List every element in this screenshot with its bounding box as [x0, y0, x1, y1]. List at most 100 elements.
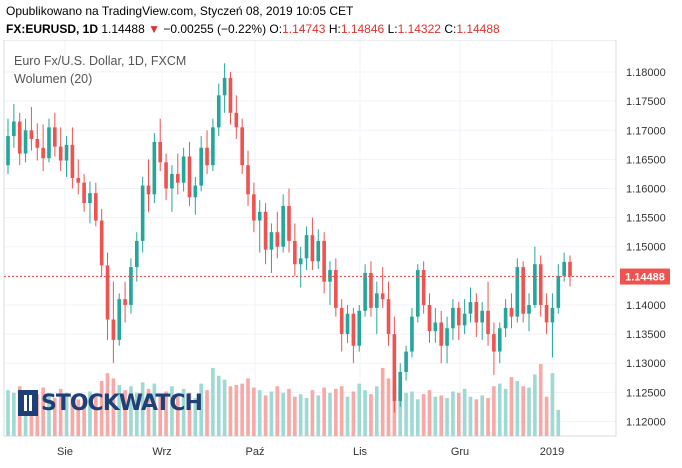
volume-bar: [410, 391, 414, 436]
candle-body: [257, 211, 262, 221]
candle: [293, 223, 297, 276]
candle-body: [205, 147, 209, 166]
candle-body: [421, 270, 426, 305]
price-chart[interactable]: 1.18000 1.17500 1.17000 1.16500 1.16000 1.155…: [0, 40, 682, 468]
volume-bar: [12, 392, 16, 436]
candle: [6, 118, 10, 174]
volume-bar: [386, 378, 391, 436]
time-axis[interactable]: Sie Wrz Paź Lis Gru 2019: [57, 446, 564, 458]
candle-body: [345, 313, 350, 335]
candle: [111, 281, 116, 364]
candle: [35, 123, 40, 161]
candle: [398, 363, 403, 407]
candle-body: [58, 146, 63, 161]
price-tick-label: 1.16000: [626, 184, 666, 196]
candle: [240, 118, 244, 174]
candle-body: [275, 232, 280, 247]
candle-body: [310, 235, 315, 262]
candle: [304, 226, 309, 271]
candle: [199, 136, 204, 192]
volume-bar: [287, 388, 291, 436]
price-tick-label: 1.17000: [626, 125, 666, 137]
volume-bar: [134, 392, 139, 436]
price-tick-label: 1.15500: [626, 213, 666, 225]
candle-body: [222, 77, 227, 96]
candle: [404, 345, 408, 381]
candle: [345, 304, 350, 343]
candle-body: [269, 232, 274, 250]
candle-body: [468, 302, 473, 314]
candle-body: [134, 240, 139, 268]
candle-body: [410, 316, 414, 352]
volume-bar: [533, 374, 537, 436]
candle-body: [181, 156, 186, 183]
candle: [474, 293, 479, 337]
price-axis[interactable]: 1.18000 1.17500 1.17000 1.16500 1.16000 1.155…: [626, 67, 666, 428]
volume-bars: [6, 364, 561, 436]
candle-body: [158, 141, 163, 163]
candle: [275, 211, 280, 259]
open-label: O:: [269, 22, 283, 36]
candle-body: [99, 220, 104, 266]
candle: [29, 106, 34, 151]
ohlc-header: FX:EURUSD, 1D 1.14488 ▼ −0.00255 (−0.22%…: [6, 22, 500, 36]
volume-bar: [199, 383, 204, 436]
volume-bar: [70, 396, 75, 436]
candle-body: [246, 165, 250, 195]
candle-body: [216, 95, 221, 128]
close-value: 1.14488: [456, 22, 500, 36]
candle: [146, 159, 151, 212]
candle: [187, 141, 192, 206]
candle: [445, 316, 449, 364]
candle-body: [322, 240, 326, 282]
stockwatch-logo-text: STOCKWATCH: [41, 390, 203, 416]
volume-bar: [310, 390, 315, 436]
candle-body: [123, 299, 127, 305]
price-tick-label: 1.18000: [626, 67, 666, 79]
time-tick-label: Wrz: [152, 446, 171, 458]
candle: [538, 255, 543, 317]
candle-body: [35, 139, 40, 148]
candle-body: [521, 267, 525, 314]
volume-bar: [140, 382, 145, 436]
candle-body: [392, 334, 397, 402]
candle: [322, 232, 326, 294]
volume-bar: [351, 391, 356, 436]
volume-bar: [298, 394, 303, 436]
candle-body: [492, 334, 496, 352]
candle-body: [304, 235, 309, 259]
last-price: 1.14488: [101, 22, 145, 36]
candle: [134, 232, 139, 282]
current-price-badge-bg: [620, 268, 670, 285]
volume-bar: [474, 399, 479, 436]
price-tick-label: 1.12500: [626, 387, 666, 399]
volume-bar: [82, 395, 86, 436]
candle-body: [17, 121, 22, 154]
candle: [509, 293, 514, 329]
volume-bar: [456, 392, 461, 436]
candle-body: [93, 193, 98, 221]
candle: [211, 118, 215, 172]
candle-body: [497, 328, 502, 352]
stockwatch-watermark: STOCKWATCH: [18, 388, 203, 418]
candle: [246, 150, 250, 206]
time-tick-label: Paź: [246, 446, 265, 458]
candle: [263, 203, 268, 265]
volume-bar: [515, 381, 520, 436]
volume-bar: [252, 387, 256, 436]
volume-legend: Wolumen (20): [14, 72, 93, 86]
candle-body: [433, 322, 438, 332]
candle-body: [527, 304, 531, 314]
candle: [316, 229, 321, 269]
volume-bar: [415, 399, 420, 436]
candle-body: [70, 144, 75, 179]
volume-bar: [257, 390, 262, 436]
volume-bar: [486, 398, 490, 436]
plot-border: [3, 40, 617, 437]
candle: [76, 159, 81, 195]
candle-body: [439, 322, 444, 346]
candle: [486, 281, 490, 346]
volume-bar: [334, 388, 338, 436]
close-label: C:: [444, 22, 457, 36]
candle: [456, 302, 461, 340]
